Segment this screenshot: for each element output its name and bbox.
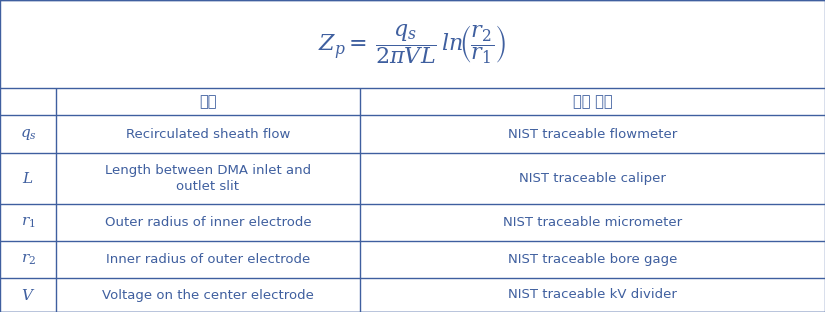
Text: NIST traceable bore gage: NIST traceable bore gage — [507, 253, 677, 266]
Text: $L$: $L$ — [22, 171, 34, 186]
Text: $q_s$: $q_s$ — [20, 126, 36, 142]
Text: NIST traceable flowmeter: NIST traceable flowmeter — [507, 128, 677, 140]
Text: Recirculated sheath flow: Recirculated sheath flow — [125, 128, 290, 140]
Text: Voltage on the center electrode: Voltage on the center electrode — [102, 289, 314, 301]
Text: $Z_p=\,\dfrac{q_s}{2\pi VL}\,ln\!\left(\dfrac{r_2}{r_1}\right)$: $Z_p=\,\dfrac{q_s}{2\pi VL}\,ln\!\left(\… — [318, 22, 507, 66]
Text: $r_1$: $r_1$ — [21, 215, 35, 230]
Text: Inner radius of outer electrode: Inner radius of outer electrode — [106, 253, 310, 266]
Text: NIST traceable caliper: NIST traceable caliper — [519, 172, 666, 185]
Text: $r_2$: $r_2$ — [21, 252, 35, 267]
Text: 내용: 내용 — [199, 94, 217, 109]
Text: Outer radius of inner electrode: Outer radius of inner electrode — [105, 216, 311, 229]
Text: Length between DMA inlet and
outlet slit: Length between DMA inlet and outlet slit — [105, 164, 311, 193]
Text: 측정 도구: 측정 도구 — [573, 94, 612, 109]
Text: NIST traceable micrometer: NIST traceable micrometer — [502, 216, 682, 229]
Text: NIST traceable kV divider: NIST traceable kV divider — [508, 289, 676, 301]
Text: $V$: $V$ — [21, 287, 35, 303]
